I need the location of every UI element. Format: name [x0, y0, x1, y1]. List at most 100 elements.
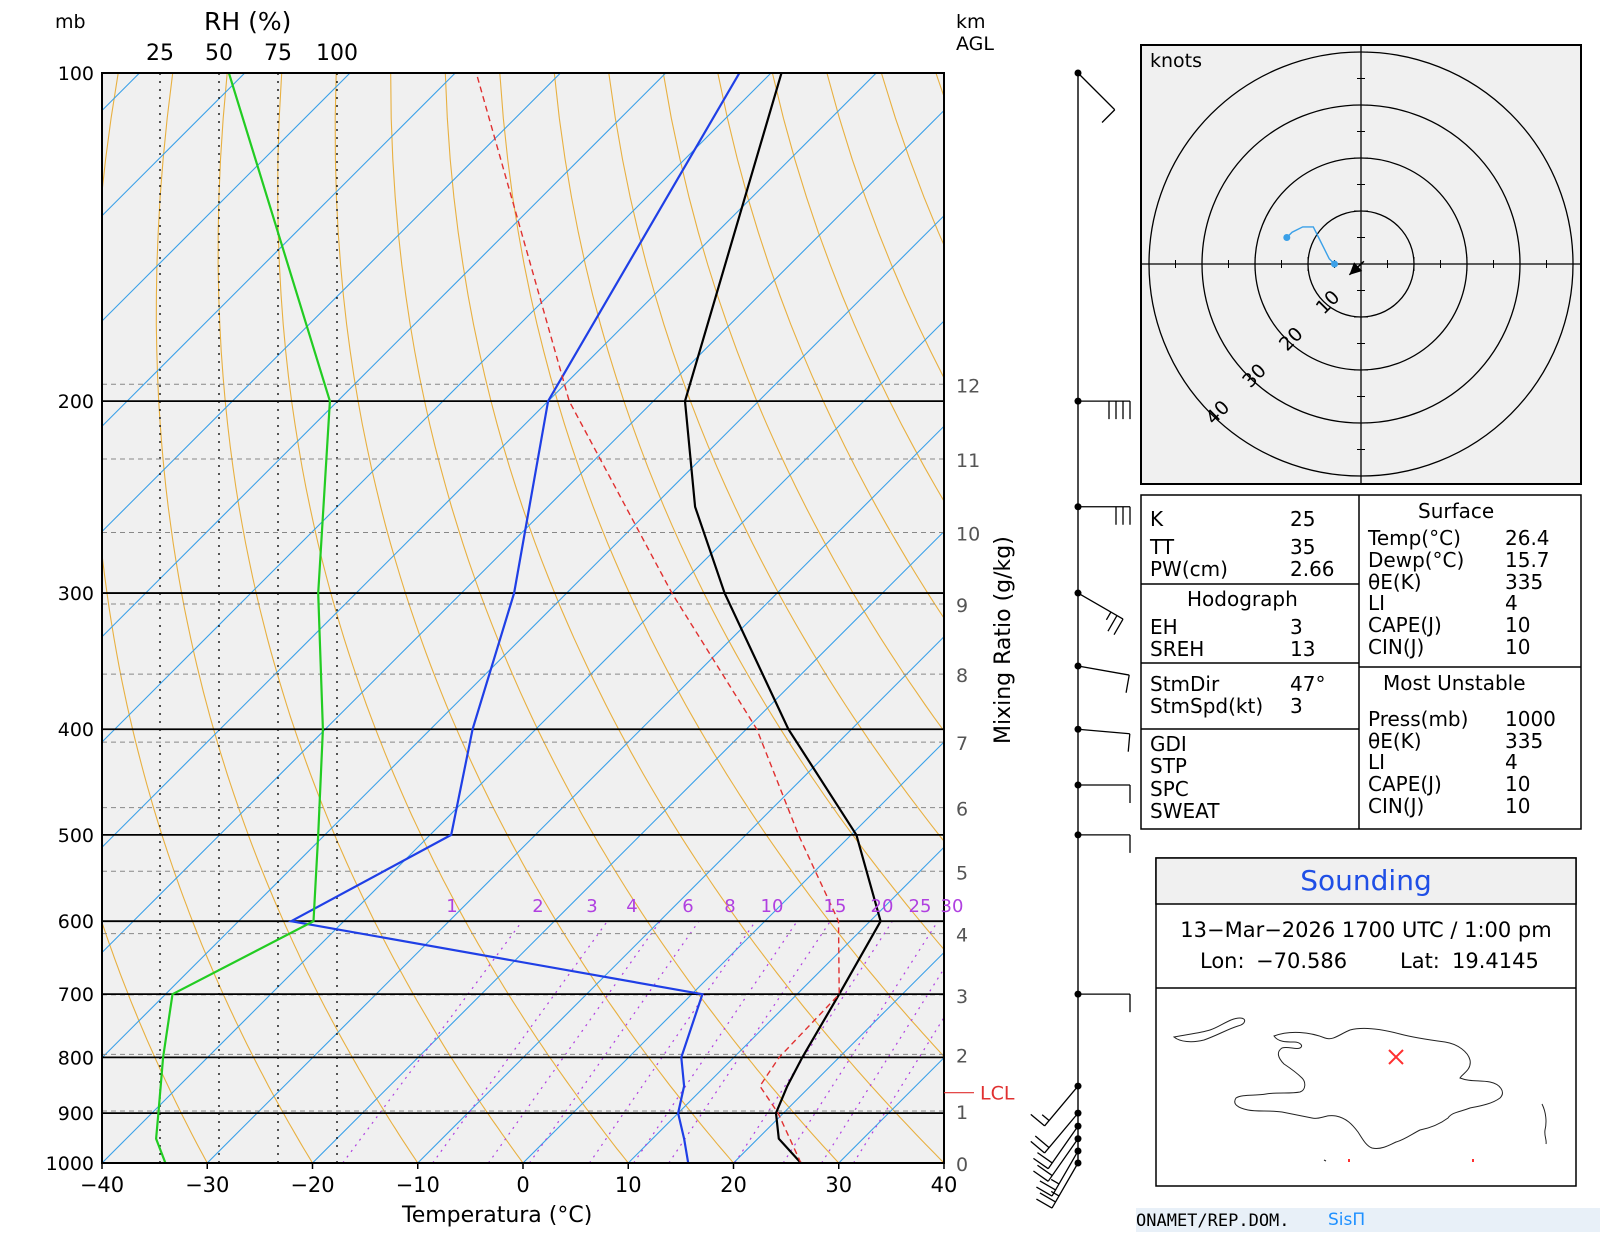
mixing-ratio-tick-label: 10 [761, 896, 784, 917]
index-value: 35 [1290, 535, 1315, 559]
pressure-tick-label: 600 [58, 911, 94, 933]
wind-barb [1077, 728, 1131, 752]
height-tick-label: 8 [956, 665, 968, 687]
basic-indices: K 25 TT 35 PW(cm) 2.66 [1149, 507, 1335, 581]
wind-barb [1077, 72, 1116, 123]
hodograph-point [1283, 234, 1291, 241]
most-unstable-section-title: Most Unstable [1383, 671, 1526, 695]
index-value: 3 [1290, 694, 1303, 718]
hodograph-ring [1254, 157, 1468, 371]
index-value: 4 [1505, 750, 1518, 774]
index-value: 10 [1505, 613, 1530, 637]
x-tick-label: 40 [931, 1173, 958, 1197]
mixing-ratio-line [342, 920, 523, 1163]
isotherm-line [102, 73, 667, 638]
wind-barb [1077, 592, 1124, 635]
x-tick-label: −10 [396, 1173, 440, 1197]
wind-barb [1030, 1085, 1079, 1127]
index-label: EH [1150, 615, 1178, 639]
height-tick-label: 2 [956, 1045, 968, 1067]
isotherm-line [102, 320, 944, 1163]
index-label: K [1150, 507, 1164, 531]
index-label: CIN(J) [1368, 794, 1424, 818]
index-label: θE(K) [1368, 570, 1422, 594]
index-value: 335 [1505, 570, 1543, 594]
footer-organization: ONAMET/REP.DOM. [1136, 1211, 1290, 1231]
index-label: TT [1149, 535, 1175, 559]
isotherm-line [206, 425, 944, 1163]
index-label: Dewp(°C) [1368, 548, 1464, 572]
wind-barb [1077, 665, 1130, 693]
rh-tick-label: 25 [146, 41, 174, 66]
isotherm-line [522, 741, 944, 1163]
index-value: 13 [1290, 637, 1315, 661]
hodograph-ring [1148, 51, 1574, 477]
rh-tick-label: 50 [205, 41, 233, 66]
isotherm-line [0, 73, 34, 1163]
hodograph-ring [1307, 210, 1415, 318]
height-tick-label: 12 [956, 375, 980, 397]
index-label: Press(mb) [1368, 707, 1468, 731]
mixing-ratio-line [528, 920, 700, 1163]
temperature-profile [683, 73, 882, 1163]
index-label: CIN(J) [1368, 635, 1424, 659]
dry-adiabat-line [499, 73, 944, 1058]
x-tick-label: 20 [720, 1173, 747, 1197]
dry-adiabat-line [277, 73, 629, 1163]
footer-brand: SisΠ [1328, 1210, 1366, 1230]
storm-motion-arrowhead [1349, 262, 1363, 275]
lat-label: Lat: [1400, 949, 1440, 973]
height-tick-label: 4 [956, 925, 968, 947]
pressure-unit-label: mb [55, 11, 86, 33]
height-tick-label: 10 [956, 524, 980, 546]
wind-barb [1078, 834, 1131, 853]
index-label: θE(K) [1368, 729, 1422, 753]
pressure-tick-label: 200 [58, 391, 94, 413]
dry-adiabat-line [334, 73, 734, 1163]
isotherm-line [417, 635, 944, 1163]
dry-adiabat-line [662, 73, 944, 732]
mixing-ratio-tick-label: 4 [626, 896, 637, 917]
index-value: 25 [1290, 507, 1315, 531]
x-tick-label: −20 [290, 1173, 334, 1197]
x-tick-label: 10 [615, 1173, 642, 1197]
wind-barb [1078, 400, 1131, 420]
dry-adiabat-line [608, 73, 944, 843]
height-tick-label: 7 [956, 733, 968, 755]
isotherm-line [102, 73, 877, 849]
index-label: SREH [1150, 637, 1204, 661]
dry-adiabat-line [102, 73, 313, 1163]
isotherm-line [102, 214, 944, 1059]
index-value: 10 [1505, 635, 1530, 659]
lon-value: −70.586 [1256, 949, 1347, 973]
mixing-ratio-tick-label: 6 [682, 896, 693, 917]
wind-barb [1078, 784, 1131, 804]
rh-profile [154, 73, 332, 1163]
pressure-tick-label: 400 [58, 719, 94, 741]
dewpoint-profile [287, 73, 741, 1163]
index-value: 15.7 [1505, 548, 1550, 572]
rh-axis-title: RH (%) [204, 7, 291, 36]
height-tick-label: 11 [956, 450, 980, 472]
index-value: 3 [1290, 615, 1303, 639]
mixing-ratio-tick-label: 20 [871, 896, 894, 917]
mixing-ratio-tick-label: 3 [586, 896, 597, 917]
index-label: SPC [1150, 777, 1189, 801]
height-tick-label: 1 [956, 1102, 968, 1124]
map-tick-marks [1348, 1159, 1474, 1162]
pressure-tick-label: 300 [58, 583, 94, 605]
index-label: CAPE(J) [1368, 772, 1442, 796]
wind-barb-column [1030, 69, 1131, 1209]
height-tick-label: 3 [956, 986, 968, 1008]
parcel-profile [475, 73, 840, 1163]
index-label: LI [1368, 591, 1385, 615]
mixing-ratio-line [782, 920, 939, 1163]
dry-adiabat-line [155, 73, 419, 1163]
wind-barb [1030, 1112, 1079, 1154]
index-label: LI [1368, 750, 1385, 774]
height-tick-label: 9 [956, 595, 968, 617]
index-value: 10 [1505, 794, 1530, 818]
index-label: PW(cm) [1150, 557, 1228, 581]
